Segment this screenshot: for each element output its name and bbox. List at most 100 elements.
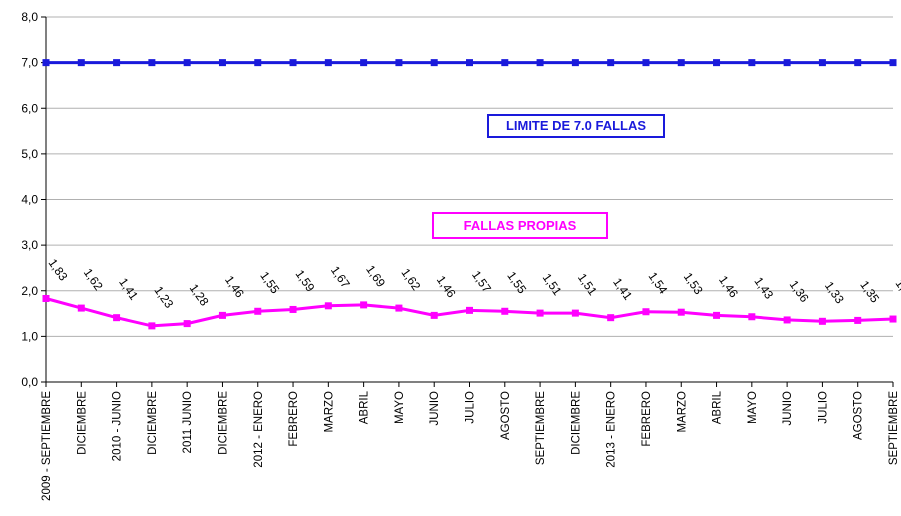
data-point bbox=[466, 59, 473, 67]
data-label: 1,46 bbox=[434, 273, 459, 300]
data-point bbox=[360, 59, 368, 67]
data-point bbox=[148, 322, 156, 330]
data-label: 1,46 bbox=[716, 273, 741, 300]
data-point bbox=[218, 59, 226, 67]
x-tick-label: ABRIL bbox=[712, 390, 724, 424]
data-point bbox=[395, 304, 403, 312]
x-tick-label: MARZO bbox=[676, 391, 688, 433]
x-tick-labels: 2009 - SEPTIEMBRE DICIEMBRE 2010 - JUNIO DI… bbox=[41, 390, 900, 501]
data-point bbox=[854, 316, 862, 324]
data-point bbox=[183, 59, 191, 67]
x-tick-label: FEBRERO bbox=[288, 391, 300, 447]
data-point bbox=[430, 59, 438, 67]
y-tick-label: 0,0 bbox=[21, 375, 38, 389]
y-tick-label: 8,0 bbox=[21, 10, 38, 24]
data-label: 1,69 bbox=[363, 263, 388, 290]
data-point bbox=[183, 320, 191, 328]
x-tick-label: 2012 - ENERO bbox=[253, 391, 265, 468]
data-point bbox=[77, 59, 85, 67]
data-point bbox=[254, 59, 262, 67]
data-label: 1,23 bbox=[151, 284, 176, 311]
x-tick-label: ABRIL bbox=[359, 390, 371, 424]
data-point bbox=[42, 59, 50, 67]
data-label: 1,55 bbox=[257, 269, 282, 296]
axes bbox=[41, 16, 894, 387]
x-tick-label: DICIEMBRE bbox=[217, 391, 229, 455]
data-point bbox=[360, 301, 368, 309]
data-label: 1,67 bbox=[328, 263, 353, 290]
data-label: 1,57 bbox=[469, 268, 494, 295]
data-point bbox=[501, 307, 509, 315]
data-point bbox=[783, 316, 791, 324]
y-tick-label: 1,0 bbox=[21, 329, 38, 343]
data-label: 1,51 bbox=[540, 271, 565, 298]
x-tick-label: MARZO bbox=[323, 391, 335, 433]
data-point bbox=[324, 302, 332, 310]
data-label: 1,28 bbox=[187, 281, 212, 308]
data-point bbox=[289, 59, 297, 67]
y-tick-label: 4,0 bbox=[21, 193, 38, 207]
series bbox=[42, 59, 897, 330]
legend-limit-label: LIMITE DE 7.0 FALLAS bbox=[487, 114, 665, 138]
data-point bbox=[607, 59, 615, 67]
data-point bbox=[501, 59, 509, 67]
data-point bbox=[289, 305, 297, 313]
data-label: 1,35 bbox=[857, 278, 882, 305]
data-point bbox=[536, 59, 544, 67]
x-tick-label: JULIO bbox=[817, 391, 829, 424]
data-label: 1,53 bbox=[681, 270, 706, 297]
data-label: 1,62 bbox=[81, 266, 106, 293]
data-labels: 1,83 1,62 1,41 1,23 1,28 1,46 1,55 1,59 1,67 1,69… bbox=[46, 256, 901, 311]
data-point bbox=[889, 315, 897, 323]
data-point bbox=[607, 314, 615, 322]
data-point bbox=[324, 59, 332, 67]
data-point bbox=[395, 59, 403, 67]
data-label: 1,83 bbox=[46, 256, 71, 283]
x-tick-label: 2010 - JUNIO bbox=[112, 391, 124, 461]
data-point bbox=[148, 59, 156, 67]
x-tick-label: AGOSTO bbox=[853, 391, 865, 440]
data-label: 1,36 bbox=[787, 278, 812, 305]
data-point bbox=[642, 308, 650, 316]
x-tick-label: AGOSTO bbox=[500, 391, 512, 440]
data-point bbox=[430, 311, 438, 319]
data-point bbox=[818, 317, 826, 325]
data-label: 1,41 bbox=[610, 275, 635, 302]
data-point bbox=[536, 309, 544, 317]
y-tick-labels: 0,0 1,0 2,0 3,0 4,0 5,0 6,0 7,0 8,0 bbox=[21, 10, 38, 389]
y-tick-label: 5,0 bbox=[21, 147, 38, 161]
x-tick-label: MAYO bbox=[747, 391, 759, 424]
x-tick-label: MAYO bbox=[394, 391, 406, 424]
data-point bbox=[254, 307, 262, 315]
data-point bbox=[889, 59, 897, 67]
x-tick-label: DICIEMBRE bbox=[570, 391, 582, 455]
data-point bbox=[677, 59, 685, 67]
data-point bbox=[642, 59, 650, 67]
x-tick-label: JUNIO bbox=[429, 391, 441, 426]
x-tick-label: SEPTIEMBRE bbox=[888, 391, 900, 465]
data-point bbox=[571, 59, 579, 67]
data-label: 1,54 bbox=[646, 269, 671, 296]
data-point bbox=[818, 59, 826, 67]
data-label: 1,51 bbox=[575, 271, 600, 298]
x-tick-label: DICIEMBRE bbox=[76, 391, 88, 455]
x-tick-label: JULIO bbox=[465, 391, 477, 424]
data-label: 1,55 bbox=[504, 269, 529, 296]
data-label: 1,38 bbox=[893, 277, 901, 304]
data-point bbox=[748, 59, 756, 67]
x-tick-label: 2009 - SEPTIEMBRE bbox=[41, 391, 53, 501]
data-point bbox=[677, 308, 685, 316]
data-point bbox=[77, 304, 85, 312]
y-tick-label: 6,0 bbox=[21, 101, 38, 115]
x-tick-label: SEPTIEMBRE bbox=[535, 391, 547, 465]
x-tick-label: 2011 JUNIO bbox=[182, 391, 194, 453]
x-tick-label: 2013 - ENERO bbox=[606, 391, 618, 468]
x-tick-label: DICIEMBRE bbox=[147, 391, 159, 455]
x-tick-label: FEBRERO bbox=[641, 391, 653, 447]
data-point bbox=[113, 59, 121, 67]
data-point bbox=[42, 295, 50, 303]
data-label: 1,41 bbox=[116, 275, 141, 302]
data-point bbox=[466, 306, 473, 314]
data-point bbox=[571, 309, 579, 317]
